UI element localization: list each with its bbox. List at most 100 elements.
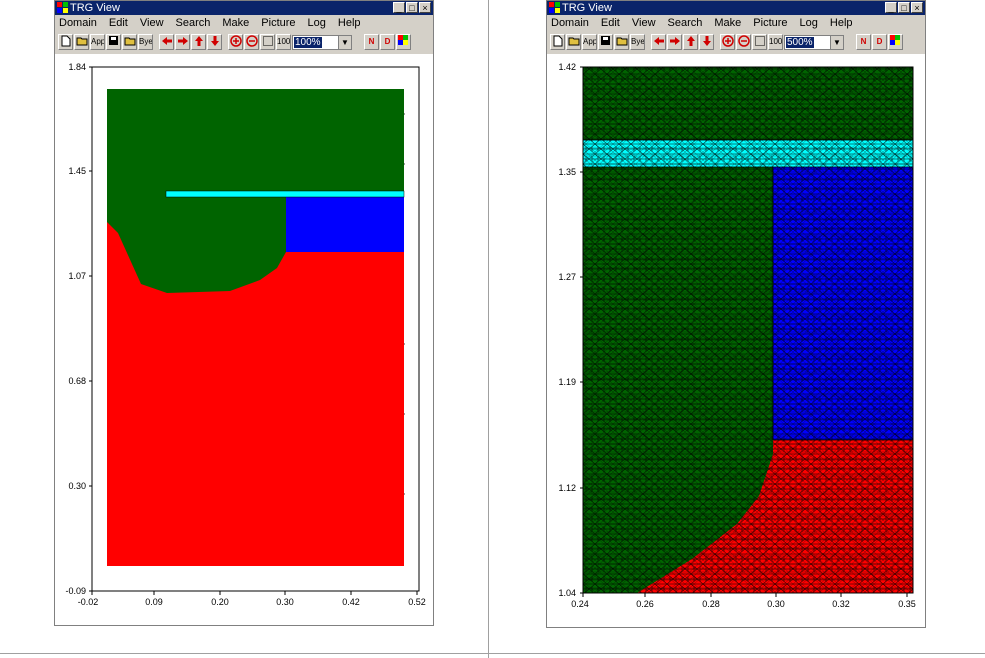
pan-up-button[interactable]	[683, 34, 698, 50]
menu-make[interactable]: Make	[714, 17, 742, 29]
mesh-overlay-secondary	[583, 67, 913, 593]
x-tick-label: 0.35	[898, 599, 916, 609]
pan-right-button[interactable]	[667, 34, 682, 50]
zoom-out-button[interactable]	[244, 34, 259, 50]
menu-help[interactable]: Help	[337, 17, 361, 29]
y-tick-label: 1.19	[558, 377, 576, 387]
bye-button[interactable]: Bye	[630, 34, 645, 50]
menu-make[interactable]: Make	[222, 17, 250, 29]
minimize-button[interactable]: _	[885, 2, 897, 13]
x-tick-label: 0.09	[145, 597, 163, 607]
floppy-disk-icon	[601, 36, 610, 45]
pan-up-button[interactable]	[191, 34, 206, 50]
pan-down-button[interactable]	[699, 34, 714, 50]
x-tick-label: 0.28	[702, 599, 720, 609]
maximize-button[interactable]: □	[898, 2, 910, 13]
chevron-down-icon[interactable]: ▼	[830, 35, 843, 49]
new-file-button[interactable]	[550, 34, 565, 50]
maximize-button[interactable]: □	[406, 2, 418, 13]
color-palette-button[interactable]	[396, 34, 411, 50]
plot-area[interactable]: 1.42 1.35 1.27 1.19 1.12 1.04 0.24 0.26 …	[547, 54, 925, 627]
domain-plot-zoomed[interactable]: 1.42 1.35 1.27 1.19 1.12 1.04 0.24 0.26 …	[547, 54, 925, 627]
arrow-up-icon	[686, 36, 695, 46]
append-button[interactable]: App	[582, 34, 597, 50]
menu-edit[interactable]: Edit	[108, 17, 128, 29]
zoom-in-icon	[721, 35, 734, 47]
menu-log[interactable]: Log	[799, 17, 818, 29]
n-button[interactable]: N	[364, 34, 379, 50]
menu-bar: Domain Edit View Search Make Picture Log…	[55, 15, 433, 31]
open-file-button[interactable]	[74, 34, 89, 50]
menu-edit[interactable]: Edit	[600, 17, 620, 29]
menu-picture[interactable]: Picture	[261, 17, 296, 29]
zoom-value: 100%	[294, 36, 322, 48]
d-button[interactable]: D	[380, 34, 395, 50]
zoom-in-button[interactable]	[720, 34, 735, 50]
bye-button[interactable]: Bye	[138, 34, 153, 50]
color-palette-button[interactable]	[888, 34, 903, 50]
arrow-left-icon	[161, 37, 172, 45]
menu-view[interactable]: View	[631, 17, 656, 29]
menu-search[interactable]: Search	[175, 17, 211, 29]
y-tick-label: 0.68	[68, 376, 86, 386]
plot-area[interactable]: 1.84 1.45 1.07 0.68 0.30 -0.09 -0.02 0.0…	[55, 54, 433, 625]
n-button[interactable]: N	[856, 34, 871, 50]
menu-search[interactable]: Search	[667, 17, 703, 29]
frame-bottom-line	[0, 653, 985, 654]
new-file-icon	[553, 35, 562, 47]
trg-view-window-right: TRG View _ □ × Domain Edit View Search M…	[546, 0, 926, 628]
zoom-100-button[interactable]: 100	[768, 34, 783, 50]
arrow-right-icon	[177, 37, 188, 45]
menu-help[interactable]: Help	[829, 17, 853, 29]
zoom-100-button[interactable]: 100	[276, 34, 291, 50]
dotted-rectangle-icon	[754, 36, 765, 46]
gate-region	[165, 190, 405, 198]
arrow-left-icon	[653, 37, 664, 45]
x-axis: 0.24 0.26 0.28 0.30 0.32 0.35	[571, 593, 916, 609]
pan-right-button[interactable]	[175, 34, 190, 50]
y-tick-label: 1.04	[558, 588, 576, 598]
minimize-button[interactable]: _	[393, 2, 405, 13]
menu-view[interactable]: View	[139, 17, 164, 29]
y-tick-label: 0.30	[68, 481, 86, 491]
app-icon	[57, 2, 68, 13]
menu-domain[interactable]: Domain	[59, 17, 97, 29]
menu-picture[interactable]: Picture	[753, 17, 788, 29]
close-button[interactable]: ×	[911, 2, 923, 13]
pan-down-button[interactable]	[207, 34, 222, 50]
save-button[interactable]	[106, 34, 121, 50]
color-palette-icon	[398, 35, 408, 45]
folder-icon	[616, 37, 627, 46]
open-file-button[interactable]	[566, 34, 581, 50]
x-tick-label: 0.26	[636, 599, 654, 609]
chevron-down-icon[interactable]: ▼	[338, 35, 351, 49]
substrate-region	[107, 222, 404, 566]
domain-plot-full[interactable]: 1.84 1.45 1.07 0.68 0.30 -0.09 -0.02 0.0…	[55, 54, 433, 625]
zoom-in-button[interactable]	[228, 34, 243, 50]
append-button[interactable]: App	[90, 34, 105, 50]
y-tick-label: 1.12	[558, 483, 576, 493]
d-button[interactable]: D	[872, 34, 887, 50]
zoom-select[interactable]: 500% ▼	[784, 34, 844, 50]
open-folder-button[interactable]	[122, 34, 137, 50]
pan-left-button[interactable]	[159, 34, 174, 50]
zoom-select[interactable]: 100% ▼	[292, 34, 352, 50]
trg-view-window-left: TRG View _ □ × Domain Edit View Search M…	[54, 0, 434, 626]
menu-log[interactable]: Log	[307, 17, 326, 29]
pan-left-button[interactable]	[651, 34, 666, 50]
axes-frame	[91, 66, 420, 592]
zoom-box-button[interactable]	[752, 34, 767, 50]
open-folder-button[interactable]	[614, 34, 629, 50]
y-tick-label: 1.27	[558, 272, 576, 282]
new-file-button[interactable]	[58, 34, 73, 50]
y-tick-label: 1.42	[558, 62, 576, 72]
zoom-out-button[interactable]	[736, 34, 751, 50]
save-button[interactable]	[598, 34, 613, 50]
zoom-box-button[interactable]	[260, 34, 275, 50]
x-axis: -0.02 0.09 0.20 0.30 0.42 0.52	[78, 591, 426, 607]
new-file-icon	[61, 35, 70, 47]
menu-domain[interactable]: Domain	[551, 17, 589, 29]
y-tick-label: 1.35	[558, 167, 576, 177]
close-button[interactable]: ×	[419, 2, 431, 13]
mesh-regions	[583, 67, 913, 593]
